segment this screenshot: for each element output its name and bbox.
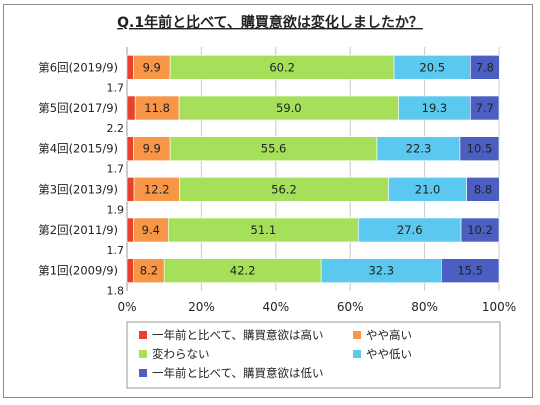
category-label: 第5回(2017/9) xyxy=(38,101,118,115)
bar-segment xyxy=(126,258,134,283)
data-label: 21.0 xyxy=(415,182,441,196)
x-tick-label: 20% xyxy=(188,300,215,314)
category-label: 第6回(2019/9) xyxy=(38,60,118,74)
bar-segment xyxy=(126,177,135,202)
value-labels: 1.7 9.9 60.2 20.5 7.8 2.2 11.8 59.0 19.3 7.7 1.7 9.… xyxy=(107,60,495,297)
data-label: 15.5 xyxy=(457,264,483,278)
bar-segment xyxy=(126,95,136,121)
bar-segment xyxy=(133,55,171,80)
bar-segment xyxy=(169,136,378,161)
bar-segment xyxy=(376,136,461,161)
data-label: 8.2 xyxy=(140,264,158,278)
data-label: 56.2 xyxy=(271,182,297,196)
x-tick-label: 100% xyxy=(482,300,516,314)
bar-segment xyxy=(320,258,442,283)
data-label: 51.1 xyxy=(251,223,277,237)
bar-segment xyxy=(388,177,467,202)
legend-swatch xyxy=(139,350,147,358)
bar-segment xyxy=(441,258,500,283)
data-label: 19.3 xyxy=(422,101,448,115)
legend-label: やや低い xyxy=(366,347,412,361)
category-label: 第1回(2009/9) xyxy=(38,264,118,278)
legend-swatch xyxy=(139,369,147,377)
bar-segment xyxy=(167,217,359,243)
data-label: 1.7 xyxy=(107,163,125,176)
bar-segment xyxy=(163,258,322,283)
category-label: 第2回(2011/9) xyxy=(38,223,118,237)
bar-segment xyxy=(126,136,134,161)
data-label: 2.2 xyxy=(107,122,125,135)
data-label: 1.8 xyxy=(107,285,125,298)
legend-swatch xyxy=(353,350,361,358)
bar-segment xyxy=(126,217,134,243)
data-label: 12.2 xyxy=(144,182,170,196)
legend-label: 変わらない xyxy=(152,347,210,361)
legend-label: 一年前と比べて、購買意欲は高い xyxy=(152,328,323,342)
bar-segment xyxy=(134,95,180,121)
bars xyxy=(126,55,500,283)
data-label: 59.0 xyxy=(276,101,302,115)
x-tick-label: 40% xyxy=(262,300,289,314)
data-label: 9.9 xyxy=(143,60,161,74)
bar-segment xyxy=(126,55,134,80)
data-label: 9.4 xyxy=(142,223,160,237)
legend-box xyxy=(126,321,501,389)
bar-segment xyxy=(470,95,500,121)
chart-title: Q.1年前と比べて、購買意欲は変化しましたか？ xyxy=(117,14,423,31)
data-label: 1.7 xyxy=(107,81,125,94)
x-tick-label: 80% xyxy=(411,300,438,314)
bar-segment xyxy=(133,258,165,283)
data-label: 42.2 xyxy=(230,264,256,278)
legend-swatch xyxy=(139,331,147,339)
data-label: 55.6 xyxy=(261,142,287,156)
x-tick-label: 0% xyxy=(117,300,136,314)
legend-label: 一年前と比べて、購買意欲は低い xyxy=(152,366,323,380)
data-label: 11.8 xyxy=(144,101,170,115)
data-label: 8.8 xyxy=(474,182,492,196)
legend-label: やや高い xyxy=(366,328,412,342)
data-label: 32.3 xyxy=(368,264,394,278)
bar-segment xyxy=(470,55,500,80)
data-label: 7.7 xyxy=(476,101,494,115)
x-tick-label: 60% xyxy=(337,300,364,314)
bar-segment xyxy=(460,217,500,243)
category-label: 第3回(2013/9) xyxy=(38,182,118,196)
data-label: 60.2 xyxy=(269,60,295,74)
bar-segment xyxy=(358,217,462,243)
data-label: 1.9 xyxy=(107,203,125,216)
bar-segment xyxy=(459,136,500,161)
bar-segment xyxy=(133,177,180,202)
data-label: 22.3 xyxy=(406,142,432,156)
category-label: 第4回(2015/9) xyxy=(38,142,118,156)
data-label: 10.2 xyxy=(467,223,493,237)
data-label: 7.8 xyxy=(476,60,494,74)
gridlines xyxy=(126,47,500,291)
bar-segment xyxy=(179,177,389,202)
data-label: 1.7 xyxy=(107,244,125,257)
bar-segment xyxy=(466,177,500,202)
bar-segment xyxy=(169,55,395,80)
data-label: 10.5 xyxy=(467,142,493,156)
legend-swatch xyxy=(353,331,361,339)
data-label: 27.6 xyxy=(397,223,423,237)
category-labels: 第6回(2019/9) 第5回(2017/9) 第4回(2015/9) 第3回(201… xyxy=(38,60,118,277)
data-label: 20.5 xyxy=(419,60,445,74)
x-axis-ticks: 0% 20% 40% 60% 80% 100% xyxy=(117,300,516,314)
data-label: 9.9 xyxy=(143,142,161,156)
bar-segment xyxy=(393,55,471,80)
